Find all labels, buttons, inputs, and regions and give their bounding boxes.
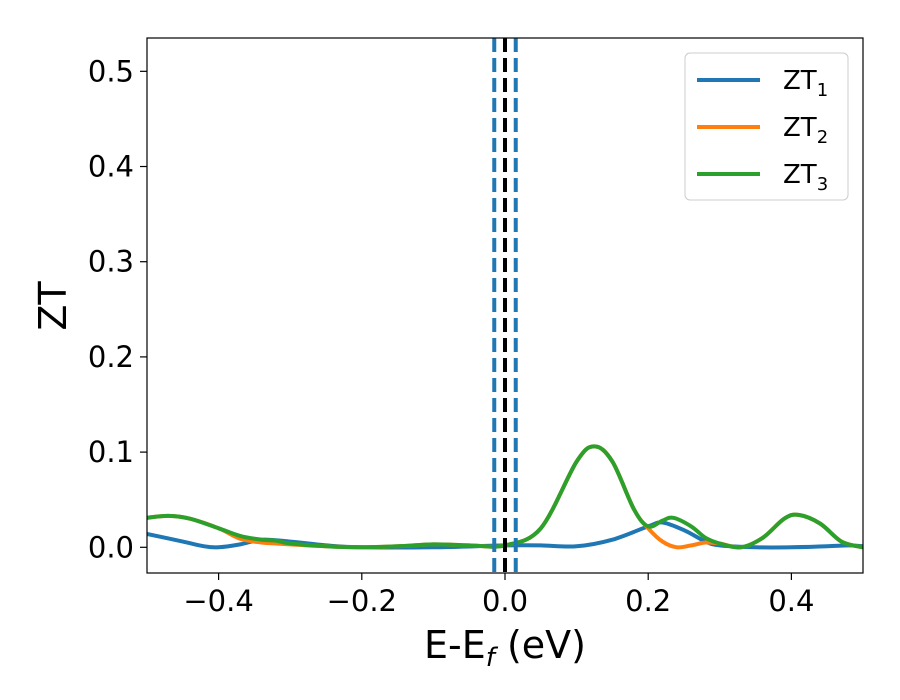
y-tick-label: 0.0 — [88, 530, 134, 564]
y-tick-label: 0.1 — [88, 435, 134, 469]
x-tick-label: −0.4 — [183, 584, 253, 618]
x-tick-label: 0.0 — [482, 584, 528, 618]
x-axis-title-unit: (eV) — [495, 623, 586, 667]
y-tick-label: 0.4 — [88, 150, 134, 184]
y-tick-label: 0.5 — [88, 54, 134, 88]
y-tick-label: 0.2 — [88, 340, 134, 374]
x-tick-label: 0.4 — [768, 584, 814, 618]
x-tick-label: −0.2 — [327, 584, 397, 618]
y-axis-title: ZT — [31, 281, 75, 331]
x-axis-title: E-Ef (eV) — [424, 623, 586, 673]
x-axis-title-main: E-E — [424, 623, 486, 667]
y-tick-label: 0.3 — [88, 245, 134, 279]
x-tick-label: 0.2 — [625, 584, 671, 618]
